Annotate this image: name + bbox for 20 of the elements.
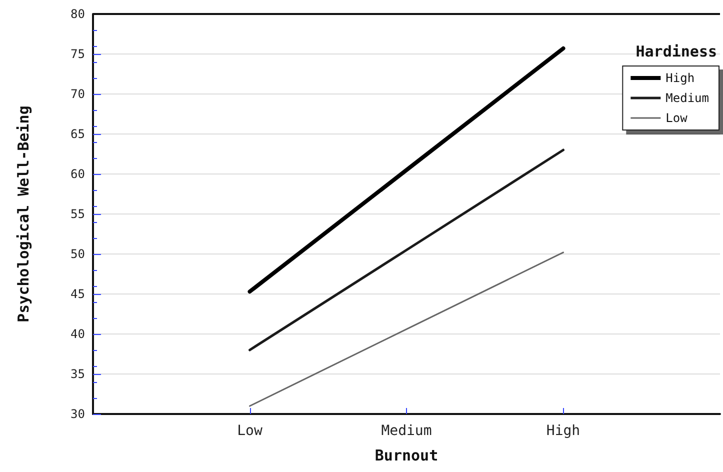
- x-tick-label: Medium: [381, 423, 432, 439]
- y-axis-title: Psychological Well-Being: [14, 106, 32, 322]
- legend-label: Medium: [666, 91, 710, 105]
- x-tick-label: Low: [237, 423, 263, 439]
- y-tick-label: 70: [70, 87, 85, 101]
- y-tick-label: 65: [70, 127, 85, 141]
- y-tick-label: 30: [70, 407, 85, 421]
- y-tick-label: 45: [70, 287, 85, 301]
- y-tick-label: 80: [70, 7, 85, 21]
- legend-label: High: [666, 71, 695, 85]
- y-tick-label: 55: [70, 207, 85, 221]
- y-tick-label: 75: [70, 47, 85, 61]
- y-tick-label: 40: [70, 327, 85, 341]
- x-tick-label: High: [546, 423, 580, 439]
- legend-title: Hardiness: [636, 42, 718, 60]
- y-tick-label: 50: [70, 247, 85, 261]
- x-axis-title: Burnout: [374, 446, 438, 464]
- y-tick-label: 60: [70, 167, 85, 181]
- legend-label: Low: [666, 111, 688, 125]
- y-tick-label: 35: [70, 367, 85, 381]
